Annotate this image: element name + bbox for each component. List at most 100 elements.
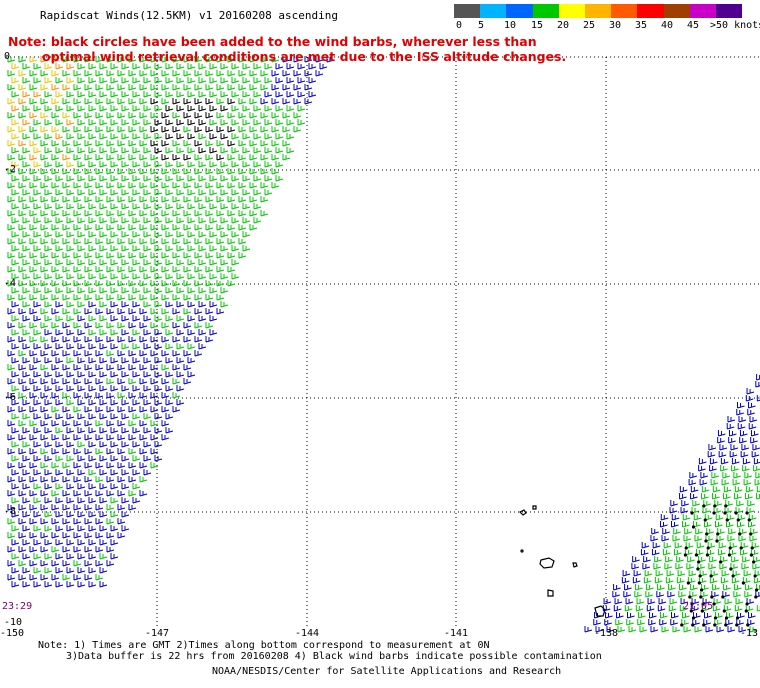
wind-barb bbox=[293, 98, 302, 105]
wind-barb bbox=[7, 560, 16, 567]
wind-barb bbox=[242, 245, 251, 252]
wind-barb bbox=[242, 63, 251, 70]
wind-barb bbox=[176, 119, 185, 126]
wind-barb bbox=[143, 413, 152, 420]
wind-barb bbox=[227, 98, 236, 105]
wind-barb bbox=[194, 70, 203, 77]
wind-barb bbox=[84, 322, 93, 329]
wind-barb bbox=[132, 301, 141, 308]
wind-barb bbox=[216, 308, 225, 315]
wind-barb bbox=[11, 105, 20, 112]
wind-barb bbox=[55, 441, 64, 448]
wind-barb bbox=[238, 70, 247, 77]
wind-barb bbox=[84, 476, 93, 483]
wind-barb bbox=[161, 266, 170, 273]
wind-barb bbox=[308, 91, 317, 98]
wind-barb bbox=[282, 126, 291, 133]
wind-barb bbox=[220, 217, 229, 224]
wind-barb bbox=[712, 493, 720, 500]
wind-barb bbox=[150, 112, 159, 119]
wind-barb bbox=[612, 591, 620, 598]
wind-barb bbox=[77, 301, 86, 308]
wind-barb bbox=[11, 483, 20, 490]
wind-barb bbox=[7, 266, 16, 273]
wind-barb bbox=[209, 245, 218, 252]
wind-barb bbox=[88, 161, 97, 168]
wind-barb bbox=[161, 238, 170, 245]
wind-barb bbox=[231, 203, 240, 210]
wind-barb bbox=[150, 350, 159, 357]
wind-barb bbox=[660, 514, 669, 521]
wind-barb bbox=[110, 133, 119, 140]
wind-barb bbox=[40, 98, 49, 105]
wind-barb bbox=[29, 434, 38, 441]
contamination-dot bbox=[738, 532, 742, 536]
wind-barb bbox=[227, 280, 236, 287]
contamination-dot bbox=[716, 532, 720, 536]
wind-barb bbox=[55, 161, 64, 168]
wind-barb bbox=[110, 287, 119, 294]
wind-barb bbox=[264, 105, 273, 112]
wind-barb bbox=[154, 455, 163, 462]
wind-barb bbox=[106, 140, 115, 147]
wind-barb bbox=[150, 84, 159, 91]
wind-barb bbox=[55, 133, 64, 140]
wind-barb bbox=[7, 476, 16, 483]
wind-barb bbox=[635, 584, 643, 591]
wind-barb bbox=[117, 448, 126, 455]
wind-barb bbox=[750, 437, 758, 444]
wind-barb bbox=[62, 364, 71, 371]
wind-barb bbox=[62, 238, 71, 245]
wind-barb bbox=[161, 224, 170, 231]
wind-barb bbox=[84, 518, 93, 525]
legend-swatch bbox=[663, 4, 690, 18]
wind-barb bbox=[238, 210, 247, 217]
wind-barb bbox=[7, 154, 16, 161]
wind-barb bbox=[209, 301, 218, 308]
wind-barb bbox=[22, 147, 31, 154]
wind-barb bbox=[22, 301, 31, 308]
wind-barb bbox=[216, 112, 225, 119]
wind-barb bbox=[40, 504, 49, 511]
wind-barb bbox=[128, 336, 137, 343]
contamination-dot bbox=[734, 511, 738, 515]
wind-barb bbox=[176, 259, 185, 266]
wind-barb bbox=[33, 189, 42, 196]
wind-barb bbox=[11, 259, 20, 266]
wind-barb bbox=[183, 56, 192, 63]
wind-barb bbox=[55, 469, 64, 476]
wind-barb bbox=[18, 280, 27, 287]
wind-barb bbox=[663, 542, 672, 549]
wind-barb bbox=[55, 427, 64, 434]
wind-barb bbox=[11, 315, 20, 322]
wind-barb bbox=[198, 217, 207, 224]
wind-barb bbox=[172, 266, 181, 273]
wind-barb bbox=[95, 434, 104, 441]
wind-barb bbox=[712, 605, 721, 612]
wind-barb bbox=[690, 493, 698, 500]
wind-barb bbox=[73, 98, 82, 105]
island bbox=[539, 557, 555, 569]
wind-barb bbox=[643, 577, 652, 584]
wind-barb bbox=[62, 98, 71, 105]
wind-barb bbox=[51, 294, 60, 301]
wind-barb bbox=[726, 423, 735, 430]
wind-barb bbox=[44, 259, 53, 266]
wind-barb bbox=[220, 189, 229, 196]
wind-barb bbox=[11, 175, 20, 182]
contamination-dot bbox=[753, 574, 757, 578]
wind-barb bbox=[88, 231, 97, 238]
wind-barb bbox=[33, 147, 42, 154]
wind-barb bbox=[55, 567, 64, 574]
wind-barb bbox=[88, 483, 97, 490]
wind-barb bbox=[33, 483, 42, 490]
wind-barb bbox=[95, 98, 104, 105]
wind-barb bbox=[51, 518, 60, 525]
wind-barb bbox=[55, 511, 64, 518]
wind-barb bbox=[194, 266, 203, 273]
wind-barb bbox=[194, 252, 203, 259]
legend-swatch bbox=[716, 4, 743, 18]
wind-barb bbox=[205, 294, 214, 301]
wind-barb bbox=[110, 455, 119, 462]
wind-barb bbox=[128, 364, 137, 371]
